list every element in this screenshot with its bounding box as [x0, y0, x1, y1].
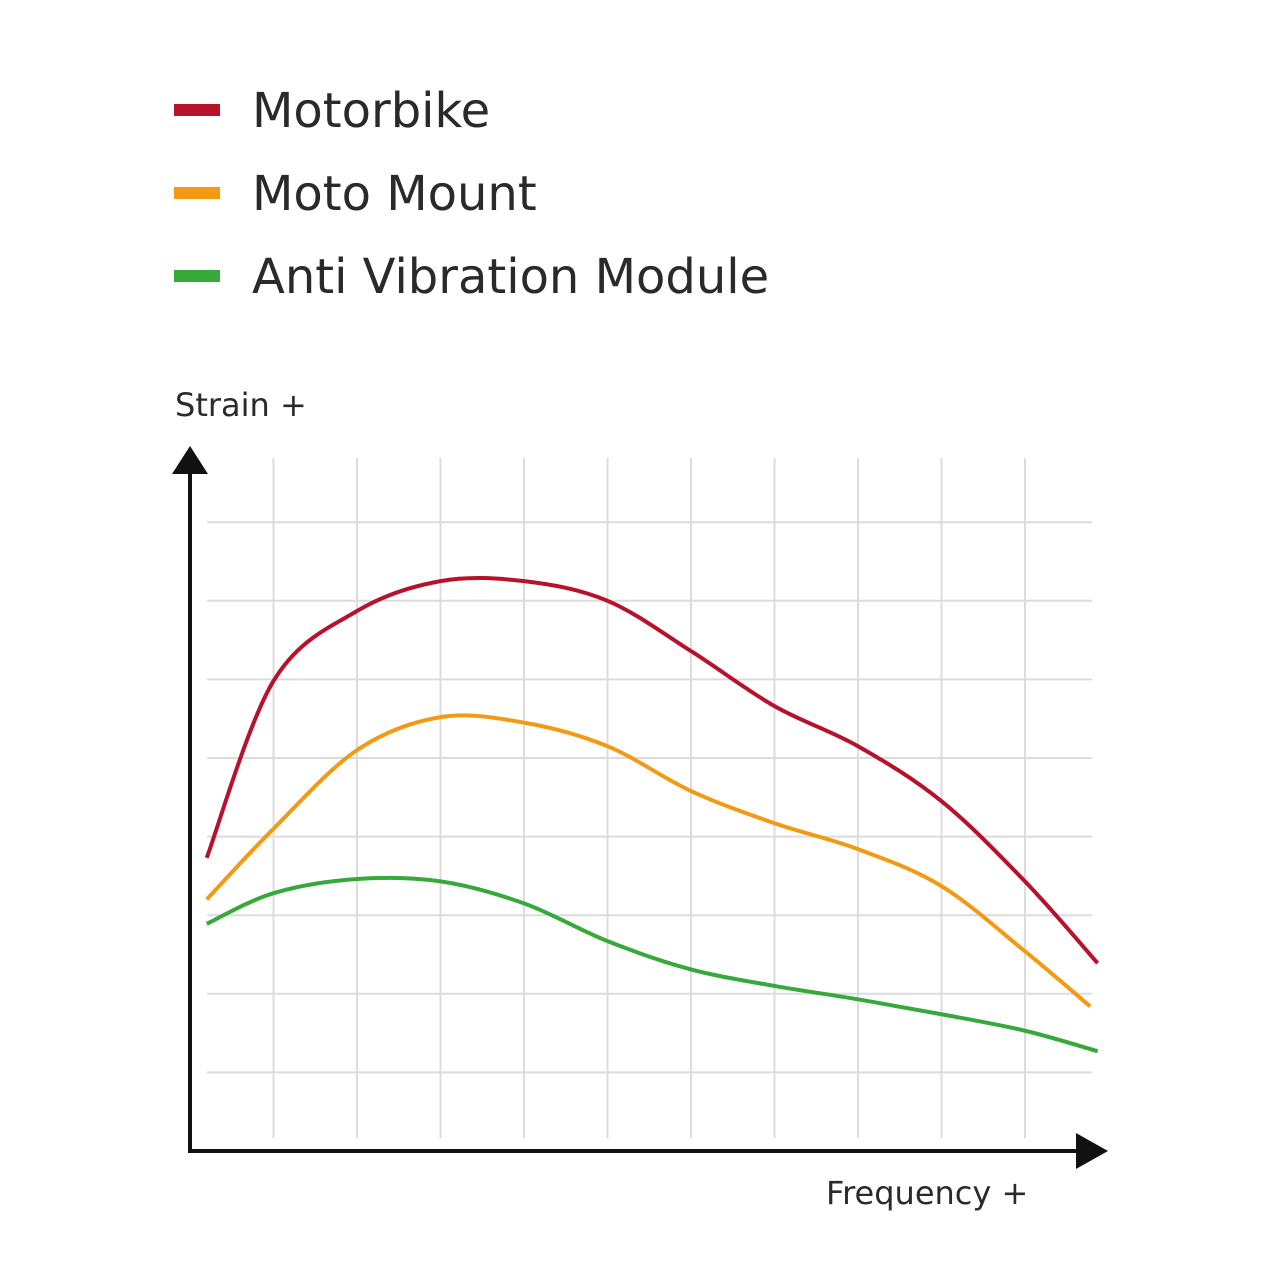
y-axis-arrow [172, 446, 208, 474]
grid [207, 458, 1092, 1138]
legend-label-anti-vibration-module: Anti Vibration Module [252, 249, 769, 305]
legend-swatch-anti-vibration-module [174, 270, 220, 282]
legend-swatch-moto-mount [174, 187, 220, 199]
legend-label-moto-mount: Moto Mount [252, 166, 537, 222]
axes [172, 446, 1108, 1169]
series-lines [204, 576, 1100, 1054]
y-axis-label: Strain + [175, 386, 307, 424]
series-line-motorbike [204, 576, 1100, 965]
series-line-anti-vibration-module [205, 875, 1099, 1054]
x-axis-arrow [1076, 1133, 1108, 1169]
legend-item-moto-mount: Moto Mount [174, 166, 537, 222]
x-axis-label: Frequency + [826, 1174, 1028, 1212]
legend-item-anti-vibration-module: Anti Vibration Module [174, 249, 769, 305]
legend: Motorbike Moto Mount Anti Vibration Modu… [174, 83, 769, 305]
legend-item-motorbike: Motorbike [174, 83, 490, 139]
legend-swatch-motorbike [174, 104, 220, 116]
series-line-moto-mount [205, 713, 1092, 1008]
legend-label-motorbike: Motorbike [252, 83, 490, 139]
